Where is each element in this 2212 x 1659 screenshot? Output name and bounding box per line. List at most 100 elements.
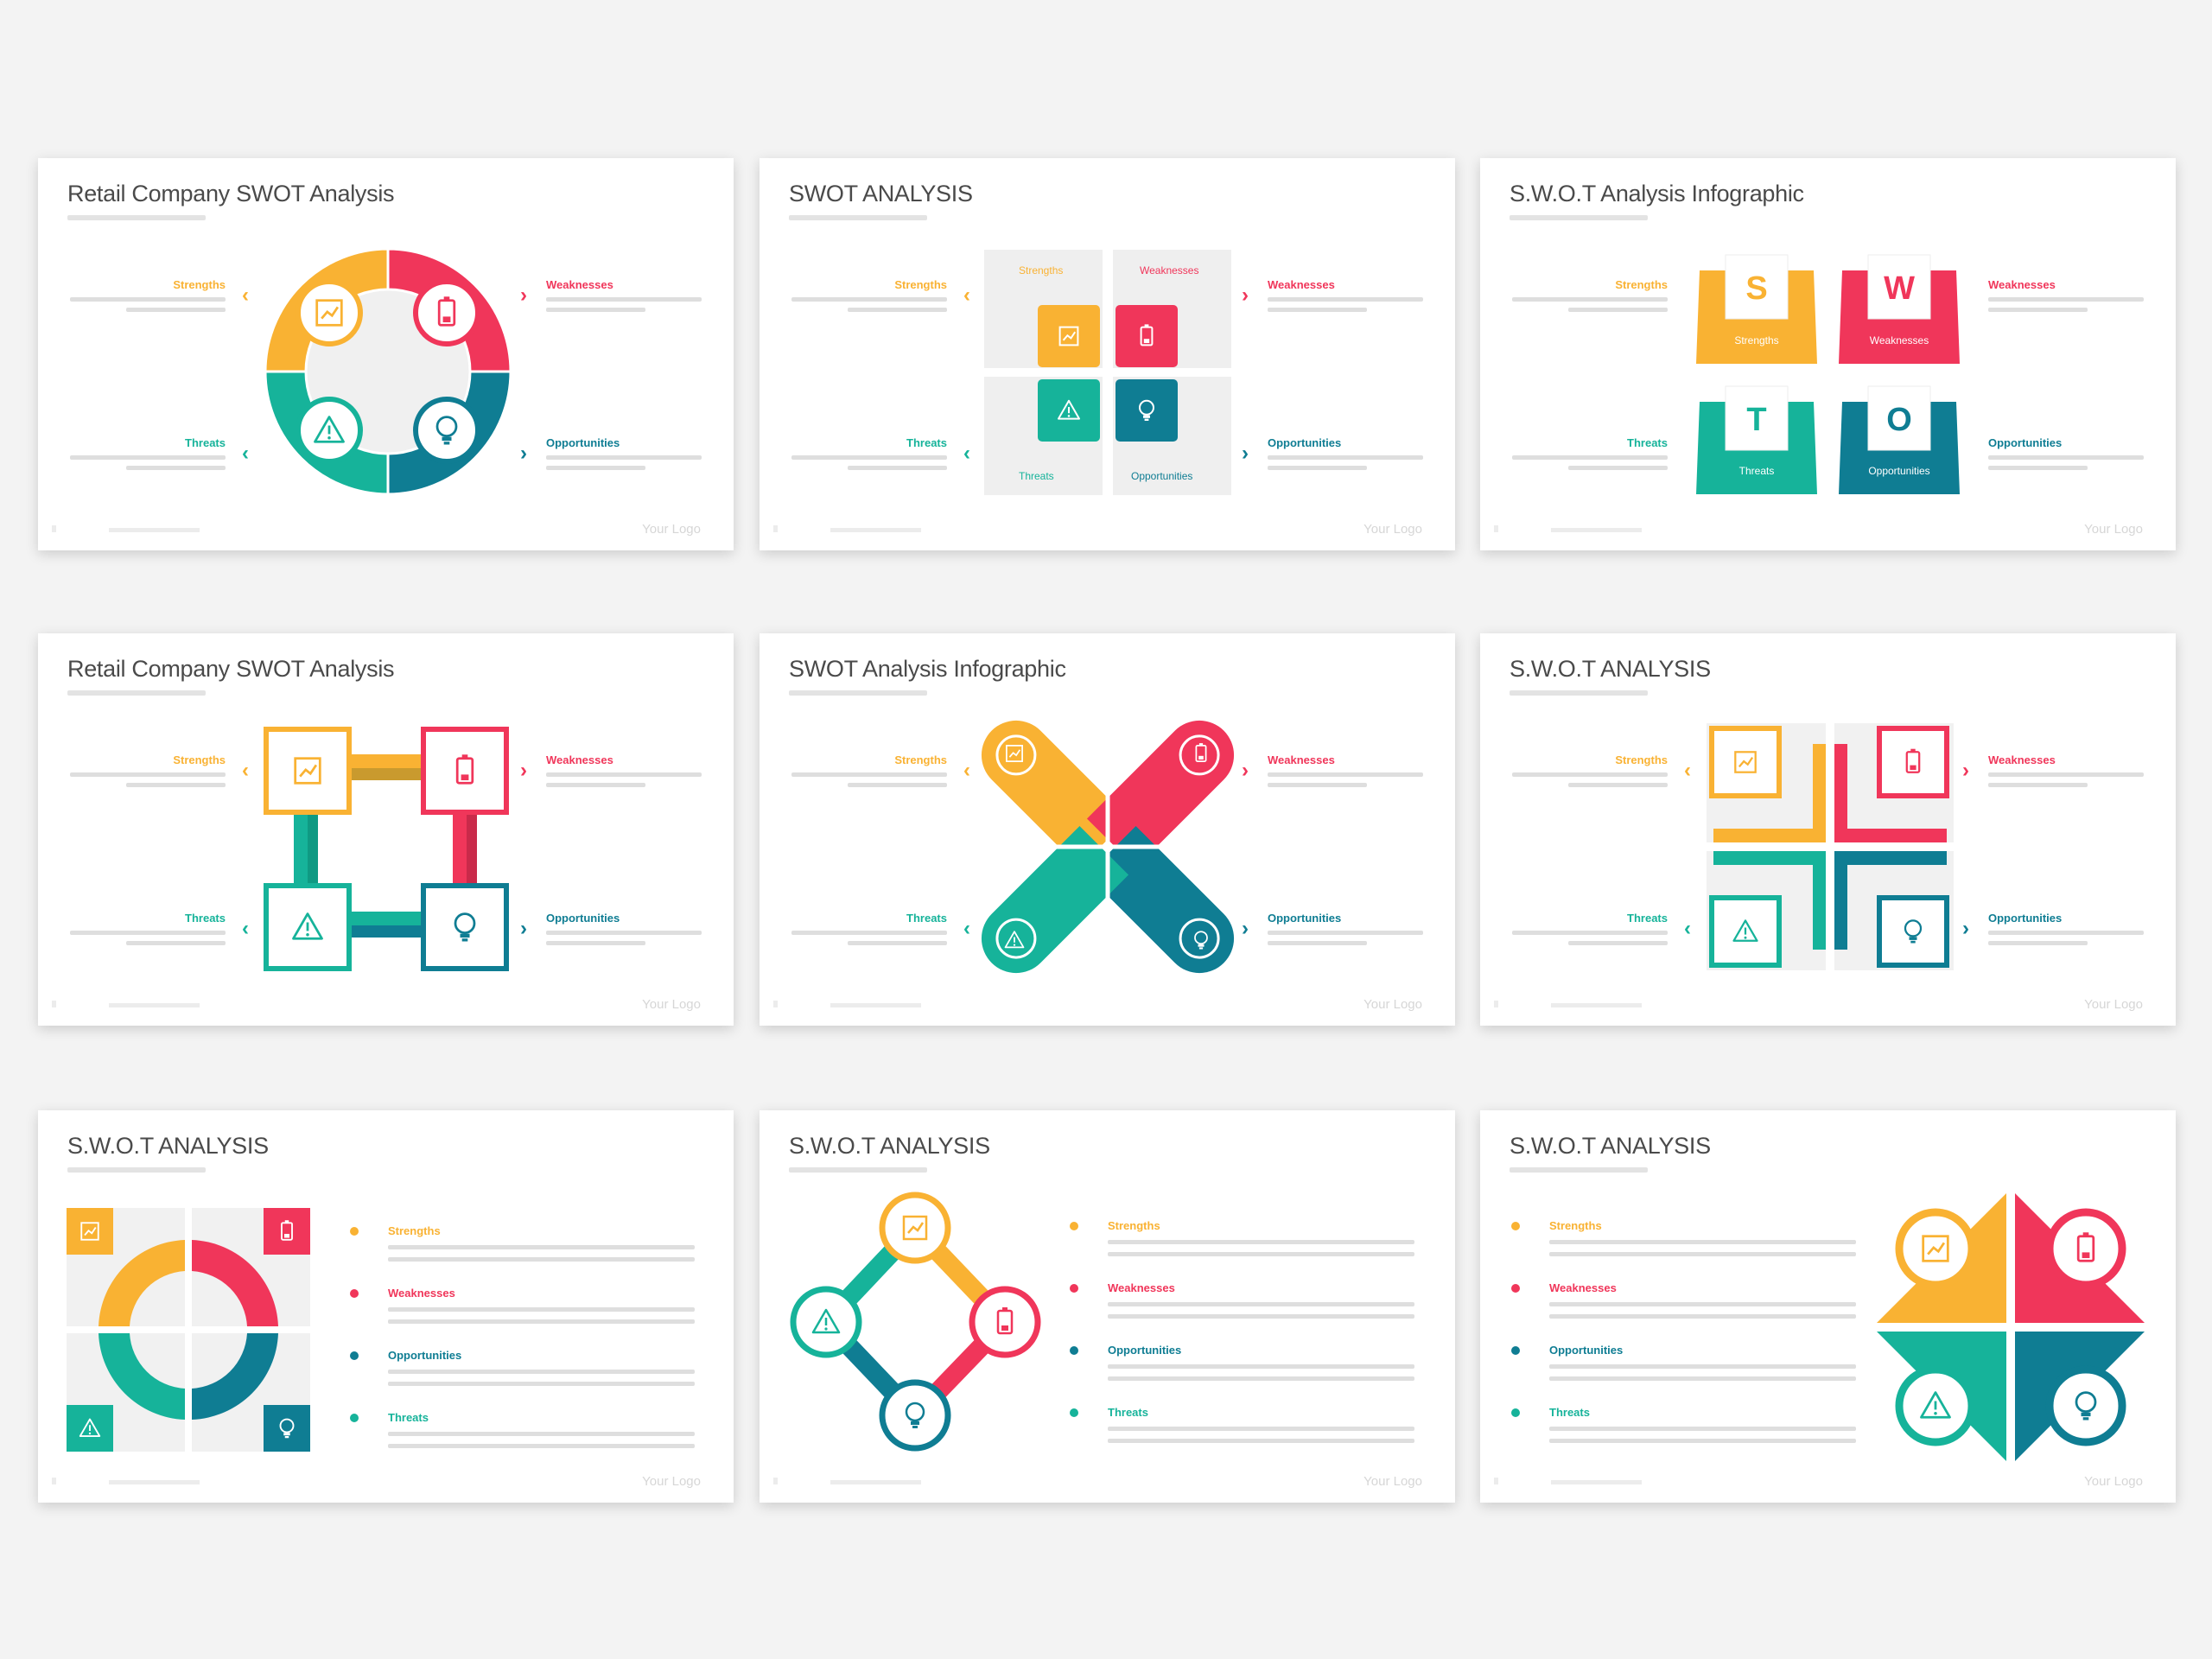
- strengths-segment: [99, 1240, 185, 1326]
- slide-thumbnail-2[interactable]: Strengths Weaknesses Threats Opportuniti…: [760, 158, 1455, 550]
- weaknesses-petal: [1086, 720, 1235, 868]
- strengths-bag-label: Strengths: [1734, 334, 1778, 346]
- description-line: [791, 931, 947, 935]
- weaknesses-side-label: Weaknesses: [1268, 753, 1432, 787]
- threats-label: Threats: [388, 1411, 429, 1424]
- weaknesses-list-item: Weaknesses: [350, 1287, 699, 1324]
- chevron-left-icon: ‹: [242, 759, 249, 782]
- chevron-right-icon: ›: [520, 442, 527, 465]
- weaknesses-label: Weaknesses: [1988, 753, 2056, 766]
- description-line: [388, 1444, 695, 1448]
- threats-inner-label: Threats: [1019, 470, 1054, 482]
- opportunities-bag-label: Opportunities: [1868, 465, 1929, 477]
- description-line: [1988, 941, 2088, 945]
- footer-logo: Your Logo: [2084, 1474, 2143, 1489]
- weaknesses-bullet-dot: [350, 1289, 359, 1298]
- strengths-list-item: Strengths: [1511, 1219, 1860, 1256]
- footer-text-placeholder: [830, 528, 921, 532]
- footer-logo: Your Logo: [642, 1474, 701, 1489]
- strengths-bag: S Strengths: [1696, 254, 1817, 364]
- slide-title: S.W.O.T ANALYSIS: [1510, 1133, 1711, 1159]
- slide-title: Retail Company SWOT Analysis: [67, 181, 395, 207]
- threats-side-label: Threats: [1503, 912, 1668, 945]
- description-line: [848, 783, 947, 787]
- description-line: [1988, 308, 2088, 312]
- slide-thumbnail-7[interactable]: S.W.O.T ANALYSIS Your Logo Strengths Weakne…: [38, 1110, 734, 1503]
- chevron-left-icon: ‹: [242, 917, 249, 940]
- strengths-label: Strengths: [894, 753, 947, 766]
- weaknesses-label: Weaknesses: [1988, 278, 2056, 291]
- slide-thumbnail-5[interactable]: SWOT Analysis Infographic Your Logo Streng…: [760, 633, 1455, 1026]
- threats-label: Threats: [185, 912, 226, 925]
- weaknesses-node: [969, 1286, 1041, 1358]
- slide-number-placeholder: [1494, 1001, 1498, 1007]
- description-line: [1549, 1376, 1856, 1381]
- opportunities-side-label: Opportunities: [1988, 912, 2152, 945]
- slide-number-placeholder: [773, 1478, 778, 1484]
- description-line: [546, 455, 702, 460]
- description-line: [388, 1319, 695, 1324]
- threats-side-label: Threats: [61, 912, 226, 945]
- slide-number-placeholder: [52, 525, 56, 532]
- threats-label: Threats: [1627, 912, 1668, 925]
- slide-title: S.W.O.T Analysis Infographic: [1510, 181, 1804, 207]
- description-line: [1568, 466, 1668, 470]
- slide-number-placeholder: [773, 525, 778, 532]
- slide-thumbnail-8[interactable]: S.W.O.T ANALYSIS Your Logo Strengths Weakne…: [760, 1110, 1455, 1503]
- slide-number-placeholder: [52, 1478, 56, 1484]
- slide-number-placeholder: [1494, 525, 1498, 532]
- opportunities-side-label: Opportunities: [546, 912, 710, 945]
- description-line: [1268, 455, 1423, 460]
- subtitle-placeholder: [1510, 690, 1648, 696]
- chevron-left-icon: ‹: [963, 442, 970, 465]
- opportunities-side-label: Opportunities: [1988, 436, 2152, 470]
- footer-logo: Your Logo: [2084, 997, 2143, 1012]
- description-line: [1512, 772, 1668, 777]
- opportunities-bag: O Opportunities: [1839, 385, 1960, 494]
- weaknesses-label: Weaknesses: [546, 753, 613, 766]
- description-line: [70, 772, 226, 777]
- slide-title: S.W.O.T ANALYSIS: [789, 1133, 990, 1159]
- description-line: [70, 455, 226, 460]
- threats-label: Threats: [1627, 436, 1668, 449]
- description-line: [1988, 466, 2088, 470]
- letter-s: S: [1745, 270, 1767, 307]
- footer-logo: Your Logo: [1363, 522, 1422, 537]
- strengths-side-label: Strengths: [61, 753, 226, 787]
- slide-thumbnail-1[interactable]: Retail Company SWOT Analysis Your Logo Str…: [38, 158, 734, 550]
- description-line: [1512, 455, 1668, 460]
- description-line: [1268, 783, 1367, 787]
- chevron-left-icon: ‹: [963, 759, 970, 782]
- footer-text-placeholder: [1551, 1003, 1642, 1007]
- description-line: [1268, 941, 1367, 945]
- subtitle-placeholder: [67, 215, 206, 220]
- chevron-right-icon: ›: [520, 283, 527, 307]
- strengths-label: Strengths: [894, 278, 947, 291]
- opportunities-label: Opportunities: [1268, 436, 1342, 449]
- threats-petal: [981, 825, 1129, 974]
- slide-thumbnail-6[interactable]: S.W.O.T ANALYSIS Your Logo Strengths ‹ Weakn…: [1480, 633, 2176, 1026]
- slide-thumbnail-9[interactable]: S.W.O.T ANALYSIS Your Logo Strengths Weakne…: [1480, 1110, 2176, 1503]
- threats-bag: T Threats: [1696, 385, 1817, 494]
- threats-side-label: Threats: [61, 436, 226, 470]
- weaknesses-label: Weaknesses: [1108, 1281, 1175, 1294]
- slide-thumbnail-3[interactable]: S Strengths W Weaknesses T Threats O Opp…: [1480, 158, 2176, 550]
- description-line: [848, 941, 947, 945]
- strengths-label: Strengths: [173, 753, 226, 766]
- weaknesses-segment: [192, 1240, 278, 1326]
- description-line: [1549, 1302, 1856, 1306]
- description-line: [546, 297, 702, 302]
- slide-thumbnail-4[interactable]: Retail Company SWOT Analysis Your Logo Str…: [38, 633, 734, 1026]
- strengths-l-shape: [1713, 744, 1826, 842]
- weaknesses-label: Weaknesses: [1268, 753, 1335, 766]
- chevron-left-icon: ‹: [963, 283, 970, 307]
- subtitle-placeholder: [67, 690, 206, 696]
- weaknesses-bag-label: Weaknesses: [1870, 334, 1929, 346]
- opportunities-bullet-dot: [350, 1351, 359, 1360]
- strengths-side-label: Strengths: [783, 278, 947, 312]
- chevron-right-icon: ›: [1242, 283, 1249, 307]
- strengths-label: Strengths: [1549, 1219, 1602, 1232]
- footer-logo: Your Logo: [1363, 1474, 1422, 1489]
- footer-logo: Your Logo: [642, 997, 701, 1012]
- description-line: [1988, 931, 2144, 935]
